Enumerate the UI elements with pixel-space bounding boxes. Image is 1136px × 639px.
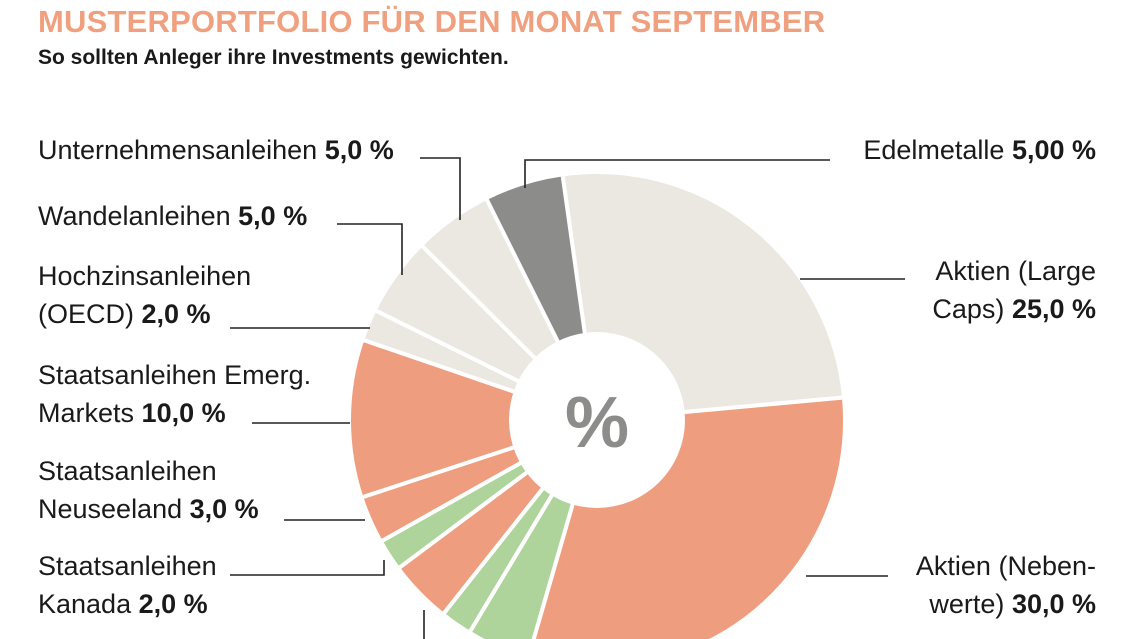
slice-label-text: Neuseeland <box>38 494 183 524</box>
slice-label-aktien-nebenwerte: Aktien (Neben-werte) 30,0 % <box>916 547 1096 623</box>
leader-line-edelmetalle <box>524 159 830 188</box>
slice-label-text: Aktien (Large <box>935 256 1096 286</box>
slice-value-label: 5,0 % <box>324 135 394 165</box>
leader-line-unternehmen <box>420 157 461 220</box>
chart-subtitle: So sollten Anleger ihre Investments gewi… <box>38 46 509 69</box>
slice-label-text: Wandelanleihen <box>38 201 231 231</box>
slice-label-staatsanleihen-kanada: Staatsanleihen Kanada 2,0 % <box>38 547 217 623</box>
slice-value-label: 5,0 % <box>238 201 308 231</box>
slice-label-unternehmensanleihen: Unternehmensanleihen 5,0 % <box>38 131 394 169</box>
slice-value-label: 25,0 % <box>1011 294 1096 324</box>
chart-title: MUSTERPORTFOLIO FÜR DEN MONAT SEPTEMBER <box>38 4 826 39</box>
donut-hole <box>509 332 685 508</box>
slice-label-text: Staatsanleihen <box>38 456 217 486</box>
slice-label-text: Staatsanleihen <box>38 551 217 581</box>
slice-label-staatsanleihen-emerg-markets: Staatsanleihen Emerg. Markets 10,0 % <box>38 356 311 432</box>
slice-label-text: Unternehmensanleihen <box>38 135 318 165</box>
slice-value-label: 3,0 % <box>189 494 259 524</box>
slice-label-text: Hochzinsanleihen <box>38 261 252 291</box>
slice-label-text: Staatsanleihen Emerg. <box>38 360 312 390</box>
slice-value-label: 2,0 % <box>141 299 211 329</box>
slice-label-aktien-large-caps: Aktien (Large Caps) 25,0 % <box>932 252 1096 328</box>
slice-value-label: 10,0 % <box>141 398 226 428</box>
slice-value-label: 2,0 % <box>138 589 208 619</box>
slice-label-staatsanleihen-neuseeland: Staatsanleihen Neuseeland 3,0 % <box>38 452 259 528</box>
slice-label-text: (OECD) <box>38 299 134 329</box>
slice-label-text: werte) <box>929 589 1005 619</box>
slice-label-text: Caps) <box>932 294 1005 324</box>
center-percent-symbol: % <box>565 383 629 463</box>
slice-value-label: 5,00 % <box>1011 135 1096 165</box>
leader-line-wandel <box>337 223 403 275</box>
slice-label-wandelanleihen: Wandelanleihen 5,0 % <box>38 197 307 235</box>
slice-label-hochzinsanleihen-oecd: Hochzinsanleihen (OECD) 2,0 % <box>38 257 251 333</box>
slice-label-text: Markets <box>38 398 135 428</box>
slice-value-label: 30,0 % <box>1011 589 1096 619</box>
slice-label-text: Aktien (Neben- <box>915 551 1096 581</box>
leader-line-kanada <box>230 560 385 576</box>
slice-label-text: Kanada <box>38 589 132 619</box>
slice-label-text: Edelmetalle <box>863 135 1005 165</box>
slice-label-edelmetalle: Edelmetalle 5,00 % <box>863 131 1096 169</box>
